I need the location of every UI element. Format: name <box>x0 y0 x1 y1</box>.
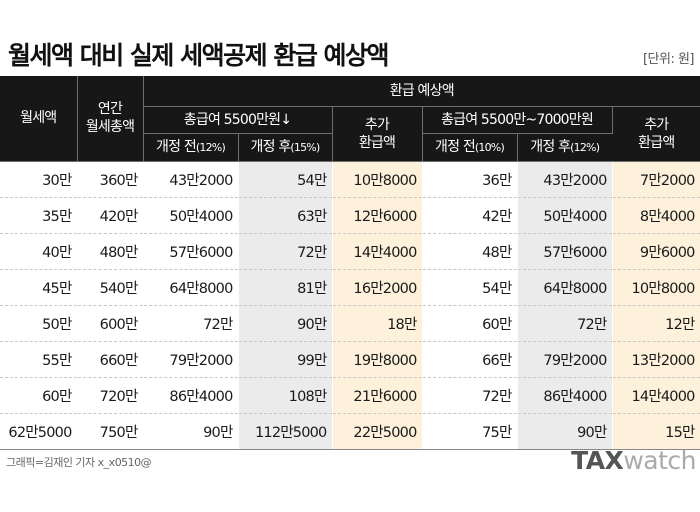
header-group1: 총급여 5500만원↓ <box>143 106 333 134</box>
cell-g1-after: 108만 <box>238 377 333 414</box>
cell-g2-before: 66만 <box>422 341 518 378</box>
cell-g2-after: 72만 <box>517 305 613 342</box>
header-monthly-rent: 월세액 <box>0 76 78 162</box>
table-row: 62만5000 750만 90만 112만5000 22만5000 75만 90만 15만 <box>0 413 700 450</box>
cell-monthly-rent: 50만 <box>0 305 78 342</box>
unit-label: [단위: 원] <box>642 52 695 67</box>
page-title: 월세액 대비 실제 세액공제 환급 예상액 <box>8 41 390 70</box>
header-group2: 총급여 5500만~7000만원 <box>422 106 613 134</box>
cell-annual-total: 420만 <box>77 197 144 234</box>
cell-g2-after: 43만2000 <box>517 161 613 198</box>
cell-g1-extra: 14만4000 <box>332 233 423 270</box>
cell-g2-before: 75만 <box>422 413 518 450</box>
cell-g1-after: 112만5000 <box>238 413 333 450</box>
cell-g2-before: 36만 <box>422 161 518 198</box>
cell-annual-total: 660만 <box>77 341 144 378</box>
cell-g1-extra: 12만6000 <box>332 197 423 234</box>
table-row: 40만 480만 57만6000 72만 14만4000 48만 57만6000 9만6000 <box>0 233 700 270</box>
header-g2-before: 개정 전(10%) <box>422 133 518 162</box>
cell-monthly-rent: 30만 <box>0 161 78 198</box>
header-g1-before: 개정 전(12%) <box>143 133 239 162</box>
cell-g2-extra: 10만8000 <box>612 269 700 306</box>
cell-g1-after: 90만 <box>238 305 333 342</box>
table-row: 60만 720만 86만4000 108만 21만6000 72만 86만4000 14만40… <box>0 377 700 414</box>
cell-g1-extra: 22만5000 <box>332 413 423 450</box>
table-body: 30만 360만 43만2000 54만 10만8000 36만 43만2000 7만2000… <box>0 161 700 450</box>
graphic-credit: 그래픽=김재인 기자 x_x0510@ <box>6 456 152 469</box>
cell-g1-after: 54만 <box>238 161 333 198</box>
cell-g2-before: 72만 <box>422 377 518 414</box>
cell-monthly-rent: 55만 <box>0 341 78 378</box>
table-row: 45만 540만 64만8000 81만 16만2000 54만 64만8000 10만800… <box>0 269 700 306</box>
cell-g2-before: 54만 <box>422 269 518 306</box>
cell-g1-extra: 16만2000 <box>332 269 423 306</box>
cell-g2-after: 79만2000 <box>517 341 613 378</box>
cell-g2-extra: 9만6000 <box>612 233 700 270</box>
cell-g1-after: 63만 <box>238 197 333 234</box>
cell-g1-before: 90만 <box>143 413 239 450</box>
cell-g2-extra: 8만4000 <box>612 197 700 234</box>
cell-monthly-rent: 45만 <box>0 269 78 306</box>
cell-g2-after: 57만6000 <box>517 233 613 270</box>
cell-g1-extra: 10만8000 <box>332 161 423 198</box>
cell-g1-before: 57만6000 <box>143 233 239 270</box>
header-refund-expected: 환급 예상액 <box>143 76 700 107</box>
cell-annual-total: 540만 <box>77 269 144 306</box>
table-row: 30만 360만 43만2000 54만 10만8000 36만 43만2000 7만2000 <box>0 161 700 198</box>
cell-g1-extra: 19만8000 <box>332 341 423 378</box>
header-annual-total: 연간 월세총액 <box>77 76 144 162</box>
taxwatch-logo: TAXwatch <box>571 446 696 475</box>
cell-g1-before: 79만2000 <box>143 341 239 378</box>
header-extra-refund-1: 추가 환급액 <box>332 106 423 162</box>
cell-g2-extra: 12만 <box>612 305 700 342</box>
table-row: 55만 660만 79만2000 99만 19만8000 66만 79만2000 13만200… <box>0 341 700 378</box>
cell-g1-before: 64만8000 <box>143 269 239 306</box>
cell-g2-before: 48만 <box>422 233 518 270</box>
cell-monthly-rent: 62만5000 <box>0 413 78 450</box>
header-g2-after: 개정 후(12%) <box>517 133 612 162</box>
cell-g2-after: 64만8000 <box>517 269 613 306</box>
cell-g2-before: 60만 <box>422 305 518 342</box>
refund-table: 월세액 연간 월세총액 환급 예상액 총급여 5500만원↓ 추가 환급액 총급여 … <box>0 76 700 450</box>
cell-g1-before: 43만2000 <box>143 161 239 198</box>
cell-g2-after: 86만4000 <box>517 377 613 414</box>
header-extra-refund-2: 추가 환급액 <box>612 106 700 162</box>
cell-g1-after: 99만 <box>238 341 333 378</box>
cell-g1-after: 81만 <box>238 269 333 306</box>
cell-g1-before: 72만 <box>143 305 239 342</box>
cell-g2-extra: 13만2000 <box>612 341 700 378</box>
cell-g1-after: 72만 <box>238 233 333 270</box>
table-row: 35만 420만 50만4000 63만 12만6000 42만 50만4000 8만4000 <box>0 197 700 234</box>
cell-monthly-rent: 40만 <box>0 233 78 270</box>
cell-annual-total: 480만 <box>77 233 144 270</box>
cell-g1-before: 86만4000 <box>143 377 239 414</box>
cell-annual-total: 360만 <box>77 161 144 198</box>
cell-g2-after: 50만4000 <box>517 197 613 234</box>
cell-monthly-rent: 60만 <box>0 377 78 414</box>
cell-g2-after: 90만 <box>517 413 613 450</box>
cell-g1-before: 50만4000 <box>143 197 239 234</box>
cell-g1-extra: 21만6000 <box>332 377 423 414</box>
table-row: 50만 600만 72만 90만 18만 60만 72만 12만 <box>0 305 700 342</box>
cell-g2-extra: 14만4000 <box>612 377 700 414</box>
cell-g2-extra: 7만2000 <box>612 161 700 198</box>
cell-g2-extra: 15만 <box>612 413 700 450</box>
cell-monthly-rent: 35만 <box>0 197 78 234</box>
cell-g1-extra: 18만 <box>332 305 423 342</box>
cell-annual-total: 750만 <box>77 413 144 450</box>
cell-annual-total: 600만 <box>77 305 144 342</box>
cell-g2-before: 42만 <box>422 197 518 234</box>
header-g1-after: 개정 후(15%) <box>238 133 333 162</box>
cell-annual-total: 720만 <box>77 377 144 414</box>
